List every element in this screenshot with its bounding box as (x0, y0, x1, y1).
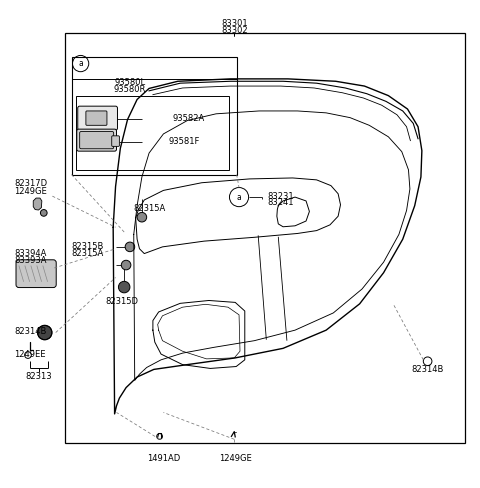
FancyBboxPatch shape (16, 260, 56, 287)
Circle shape (125, 242, 135, 252)
Text: 1491AD: 1491AD (147, 454, 180, 463)
Text: 82315D: 82315D (105, 297, 138, 306)
Text: 82315B: 82315B (71, 243, 104, 251)
Text: 83301: 83301 (221, 20, 248, 28)
Text: 93581F: 93581F (168, 137, 200, 146)
Text: 82315A: 82315A (133, 204, 165, 213)
Text: 1249GE: 1249GE (219, 454, 252, 463)
Circle shape (121, 260, 131, 270)
Circle shape (37, 325, 52, 340)
Circle shape (40, 209, 47, 216)
Text: 1249GE: 1249GE (14, 187, 47, 196)
Text: 83394A: 83394A (14, 249, 47, 258)
Text: 93582A: 93582A (173, 114, 205, 123)
FancyBboxPatch shape (112, 136, 120, 146)
FancyBboxPatch shape (86, 111, 107, 125)
FancyBboxPatch shape (80, 132, 114, 149)
Text: 82314B: 82314B (14, 326, 47, 336)
Text: 93580R: 93580R (114, 85, 146, 94)
Text: 82313: 82313 (25, 371, 52, 381)
Text: a: a (237, 193, 241, 202)
Circle shape (137, 212, 147, 222)
Text: 83241: 83241 (268, 198, 294, 207)
Text: 83393A: 83393A (14, 256, 47, 265)
Bar (76, 96, 229, 170)
Bar (65, 33, 465, 443)
Polygon shape (33, 198, 42, 210)
FancyBboxPatch shape (78, 106, 118, 130)
Text: 1249EE: 1249EE (14, 349, 46, 359)
Text: 93580L: 93580L (114, 78, 145, 87)
Text: 83302: 83302 (221, 26, 248, 35)
FancyBboxPatch shape (77, 129, 117, 151)
Text: 83231: 83231 (268, 192, 294, 201)
Bar (72, 58, 237, 175)
Text: 82317D: 82317D (14, 179, 47, 188)
Text: 82315A: 82315A (72, 249, 104, 258)
Text: a: a (78, 59, 83, 68)
Circle shape (119, 281, 130, 293)
Text: 82314B: 82314B (411, 365, 444, 374)
